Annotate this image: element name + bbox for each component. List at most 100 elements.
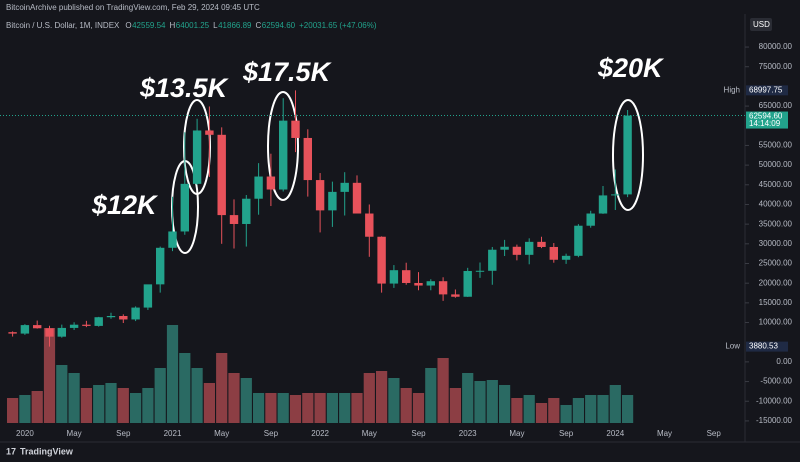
volume-bar	[43, 328, 56, 423]
volume-bar	[105, 383, 117, 423]
volume-bar	[622, 395, 634, 423]
volume-bar	[302, 393, 314, 423]
candle-body	[500, 246, 509, 250]
annotation: $12K	[91, 190, 159, 220]
x-tick-label: Sep	[559, 429, 574, 438]
countdown: 14:14:09	[749, 119, 781, 128]
volume-bar	[511, 398, 523, 423]
volume-bar	[130, 393, 142, 423]
x-tick-label: 2020	[16, 429, 34, 438]
volume-bar	[449, 388, 461, 423]
candle-body	[365, 213, 374, 237]
x-tick-label: Sep	[264, 429, 279, 438]
y-tick-label: 40000.00	[759, 200, 793, 209]
volume-bar	[228, 373, 240, 423]
y-tick-label: 80000.00	[759, 42, 793, 51]
marker-value: 68997.75	[749, 85, 783, 94]
candle-body	[352, 182, 362, 214]
marker-label: High	[724, 85, 740, 94]
volume-bar	[314, 393, 326, 423]
candle-body	[377, 236, 386, 284]
volume-bar	[166, 325, 179, 423]
candle-body	[106, 315, 116, 318]
candle-body	[414, 282, 423, 286]
y-tick-label: 50000.00	[759, 160, 793, 169]
volume-bar	[437, 358, 449, 423]
volume-bar	[486, 380, 498, 423]
y-tick-label: 25000.00	[759, 259, 793, 268]
candle-body	[402, 270, 411, 283]
candle-body	[82, 324, 91, 326]
candle-body	[611, 194, 620, 196]
candle-body	[254, 176, 263, 199]
candle-body	[537, 241, 546, 247]
candle-body	[315, 180, 325, 211]
legend-value: L	[213, 21, 218, 30]
volume-bar	[191, 368, 203, 423]
x-tick-label: May	[214, 429, 229, 438]
y-tick-label: 65000.00	[759, 101, 793, 110]
volume-bar	[609, 385, 621, 423]
volume-bar	[585, 395, 597, 423]
candle-body	[340, 182, 349, 192]
volume-bar	[326, 393, 338, 423]
volume-bar	[560, 405, 572, 423]
highlight-ellipse	[267, 91, 299, 201]
volume-bar	[154, 368, 166, 423]
logo-icon: 17	[6, 446, 16, 456]
annotation: $20K	[597, 53, 665, 83]
legend-value: 42559.54	[132, 21, 166, 30]
ohlc-legend: O 42559.54 H 64001.25 L 41866.89 C 62594.60 +200…	[125, 21, 376, 30]
annotation: $17.5K	[242, 57, 333, 87]
x-tick-label: May	[362, 429, 377, 438]
volume-bar	[56, 365, 68, 423]
volume-bar	[289, 395, 302, 423]
currency: USD	[753, 20, 770, 29]
x-tick-label: 2023	[459, 429, 477, 438]
marker-badge	[746, 85, 788, 96]
candle-body	[525, 241, 534, 255]
volume-bar	[179, 353, 191, 423]
legend-value: O	[125, 21, 131, 30]
candle-body	[488, 249, 497, 271]
volume-bar	[363, 373, 375, 423]
y-tick-label: -5000.00	[760, 377, 792, 386]
volume-bar	[572, 398, 584, 423]
publisher: BitcoinArchive published on TradingView.…	[6, 3, 260, 12]
y-tick-label: 0.00	[776, 357, 792, 366]
last-price-label: 62594.60	[749, 112, 783, 121]
highlight-ellipse	[183, 99, 211, 195]
volume-bar	[68, 373, 80, 423]
volume-bar	[80, 388, 92, 423]
marker-badge	[746, 341, 788, 352]
volume-bar	[216, 353, 228, 423]
x-tick-label: 2024	[606, 429, 624, 438]
volume-bar	[31, 391, 43, 423]
candle-body	[623, 115, 632, 195]
volume-bar	[19, 395, 31, 423]
candle-body	[69, 324, 79, 328]
candle-body	[574, 225, 583, 256]
candle-body	[549, 246, 558, 260]
candle-body	[131, 307, 140, 320]
volume-bar	[240, 378, 252, 423]
candle-body	[180, 183, 189, 232]
volume-bar	[253, 393, 265, 423]
x-tick-label: Sep	[411, 429, 426, 438]
volume-bar	[597, 395, 609, 423]
volume-bar	[535, 403, 548, 423]
symbol: Bitcoin / U.S. Dollar, 1M, INDEX	[6, 21, 120, 30]
volume-bar	[203, 383, 215, 423]
candle-body	[475, 270, 485, 272]
candle-body	[242, 198, 251, 224]
candle-body	[512, 246, 522, 255]
legend-value: C	[255, 21, 261, 30]
volume-bar	[142, 388, 154, 423]
x-tick-label: May	[67, 429, 82, 438]
volume-bar	[117, 388, 129, 423]
marker-label: Low	[725, 342, 740, 351]
volume-bar	[93, 385, 105, 423]
y-tick-label: -10000.00	[756, 396, 793, 405]
